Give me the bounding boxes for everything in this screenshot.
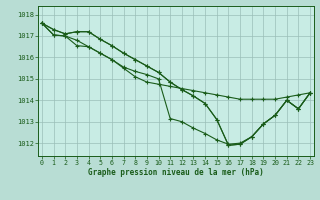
X-axis label: Graphe pression niveau de la mer (hPa): Graphe pression niveau de la mer (hPa) bbox=[88, 168, 264, 177]
